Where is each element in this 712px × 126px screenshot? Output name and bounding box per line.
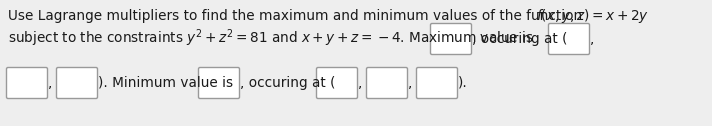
FancyBboxPatch shape [548, 24, 590, 55]
FancyBboxPatch shape [56, 68, 98, 99]
FancyBboxPatch shape [199, 68, 239, 99]
FancyBboxPatch shape [317, 68, 357, 99]
Text: subject to the constraints $y^2 + z^2 = 81$ and $x + y + z = -4$. Maximum value : subject to the constraints $y^2 + z^2 = … [8, 27, 534, 49]
Text: $f(x, y, z) = x + 2y$: $f(x, y, z) = x + 2y$ [536, 7, 649, 25]
Text: ). Minimum value is: ). Minimum value is [98, 76, 233, 90]
Text: ,: , [408, 76, 412, 90]
Text: , occuring at (: , occuring at ( [472, 32, 567, 46]
FancyBboxPatch shape [417, 68, 458, 99]
FancyBboxPatch shape [431, 24, 471, 55]
Text: ,: , [358, 76, 362, 90]
Text: ).: ). [458, 76, 468, 90]
Text: ,: , [48, 76, 53, 90]
FancyBboxPatch shape [6, 68, 48, 99]
FancyBboxPatch shape [367, 68, 407, 99]
Text: Use Lagrange multipliers to find the maximum and minimum values of the function: Use Lagrange multipliers to find the max… [8, 9, 587, 23]
Text: , occuring at (: , occuring at ( [240, 76, 335, 90]
Text: ,: , [590, 32, 595, 46]
